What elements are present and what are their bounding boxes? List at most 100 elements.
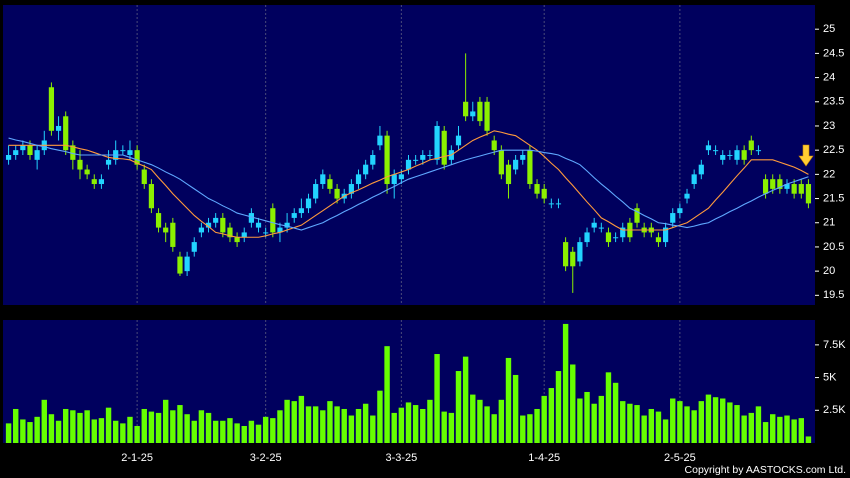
candle-body [762, 179, 769, 194]
candle-body [263, 232, 269, 234]
volume-bar [427, 399, 433, 443]
candle-body [320, 174, 326, 185]
candle-body [70, 145, 76, 160]
candle-body [584, 232, 590, 243]
volume-bar [491, 414, 497, 443]
volume-bar [234, 423, 240, 443]
volume-bar [555, 371, 562, 443]
volume-bar [405, 402, 412, 443]
volume-bar [391, 412, 397, 443]
candle-body [698, 164, 704, 175]
volume-bar [112, 420, 119, 443]
volume-bar [520, 415, 526, 443]
candle-body [391, 174, 397, 185]
volume-bar [34, 416, 40, 443]
volume-bar [698, 401, 705, 443]
candle-body [91, 179, 97, 185]
candle-body [705, 145, 712, 151]
volume-bar [412, 405, 419, 443]
volume-bar [512, 374, 519, 443]
volume-bar [220, 420, 226, 443]
candle-body [27, 145, 33, 155]
volume-bar [70, 410, 76, 443]
candle-body [613, 237, 619, 239]
candle-body [777, 179, 783, 189]
volume-bar [605, 372, 612, 443]
candle-body [13, 150, 19, 155]
volume-bar [734, 405, 740, 443]
volume-bar [241, 425, 247, 443]
candle-body [748, 140, 754, 151]
candle-body [734, 150, 740, 160]
volume-bar [105, 407, 112, 443]
candle-body [191, 242, 197, 252]
volume-bar [620, 401, 626, 443]
candle-body [363, 164, 369, 175]
volume-bar [205, 412, 212, 443]
volume-bar [5, 423, 12, 443]
volume-bar [298, 395, 305, 443]
volume-bar [277, 410, 283, 443]
last-price-arrow [798, 144, 814, 167]
volume-bar [455, 371, 462, 443]
volume-bar [13, 408, 19, 443]
candle-body [141, 169, 147, 185]
y-tick-label: 21.5 [823, 192, 844, 204]
candle-body [441, 130, 447, 165]
volume-bar [162, 399, 169, 443]
moving-average-line [8, 130, 809, 238]
candle-body [527, 150, 533, 185]
candle-body [327, 179, 333, 189]
copyright: Copyright by AASTOCKS.com Ltd. [685, 464, 846, 476]
candle-body [127, 150, 133, 155]
volume-bar [534, 408, 540, 443]
volume-bar [170, 410, 176, 443]
volume-bar [348, 415, 355, 443]
volume-bar [362, 403, 369, 443]
x-tick-label: 2-1-25 [121, 452, 153, 464]
volume-bar [798, 418, 804, 443]
volume-bar [748, 412, 754, 443]
candle-body [620, 227, 626, 238]
candle-body [684, 193, 690, 199]
y-tick-label: 22.5 [823, 144, 844, 156]
volume-bar [477, 399, 483, 443]
candle-body [491, 140, 497, 151]
candle-body [434, 125, 440, 160]
candle-body [155, 213, 162, 228]
volume-bar [498, 399, 505, 443]
candle-body [791, 184, 797, 194]
volume-bar [591, 403, 597, 443]
volume-bar [327, 401, 333, 443]
plot-layer: 2-1-25 3-2-25 3-3-25 1-4-25 2-5-25 19.5 20 20.5… [5, 5, 846, 464]
volume-bar [684, 406, 690, 443]
volume-bar [712, 397, 719, 443]
candle-body [563, 242, 569, 267]
volume-bar [341, 408, 347, 443]
volume-bar [462, 356, 469, 443]
candle-body [691, 174, 697, 185]
candle-body [105, 159, 112, 165]
x-tick-label: 3-3-25 [385, 452, 417, 464]
volume-bar [148, 411, 155, 443]
volume-bar [355, 408, 362, 443]
y-tick-label: 20 [823, 265, 835, 277]
volume-bar [805, 436, 812, 443]
candle-body [405, 159, 412, 170]
volume-bar [91, 419, 97, 443]
candle-body [498, 150, 504, 175]
candle-body [284, 222, 290, 228]
candle-body [477, 101, 483, 122]
volume-bar [634, 405, 640, 443]
candle-body [213, 217, 219, 223]
candle-body [134, 150, 140, 165]
candle-body [727, 155, 733, 156]
candle-body [348, 184, 354, 194]
candle-body [712, 150, 719, 152]
y-tick-label: 2.5K [823, 404, 846, 416]
candle-body [805, 184, 812, 204]
y-tick-label: 19.5 [823, 289, 844, 301]
volume-bar [541, 395, 547, 443]
candle-body [205, 222, 212, 228]
candle-body [463, 101, 469, 117]
